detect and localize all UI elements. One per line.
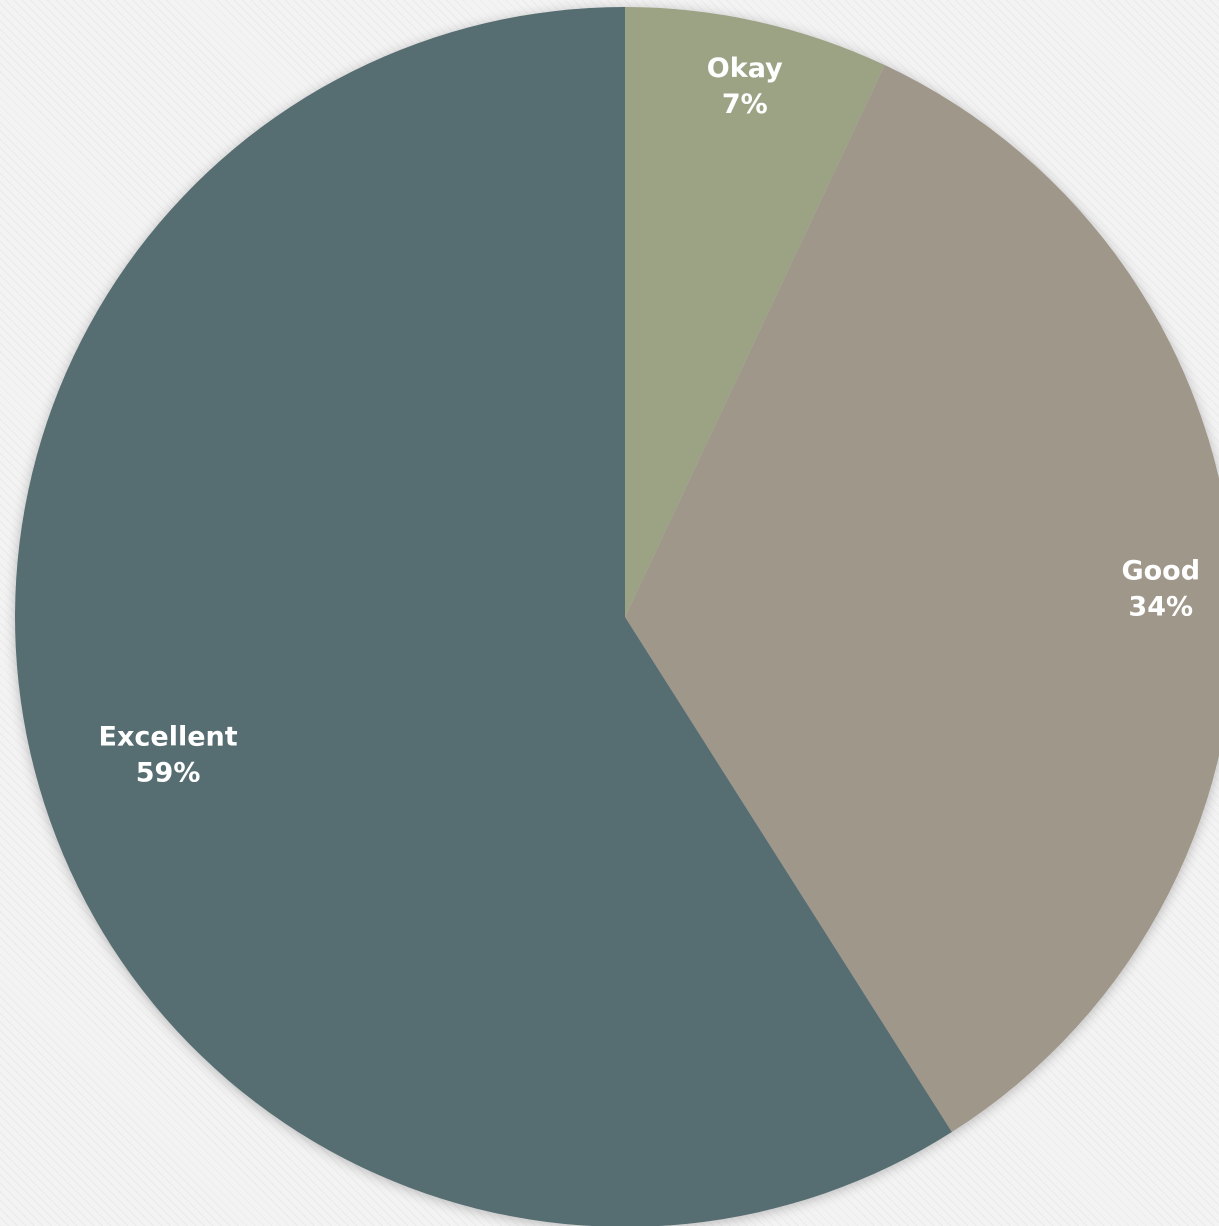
pie-label-okay: Okay 7% (707, 53, 783, 120)
pie-label-percent: 7% (722, 89, 768, 120)
pie-label-percent: 34% (1128, 591, 1193, 622)
pie-slice-excellent (15, 7, 952, 1226)
pie-label-category: Okay (707, 53, 783, 84)
pie-slices (15, 7, 1219, 1226)
pie-label-good: Good 34% (1121, 555, 1200, 622)
pie-label-percent: 59% (136, 758, 201, 789)
pie-label-excellent: Excellent 59% (99, 722, 238, 789)
pie-slice-good (625, 65, 1219, 1133)
pie-label-category: Good (1121, 555, 1200, 586)
pie-label-category: Excellent (99, 722, 238, 753)
pie-labels: Okay 7% Good 34% Excellent 59% (99, 53, 1201, 789)
pie-slice-okay (625, 7, 885, 617)
